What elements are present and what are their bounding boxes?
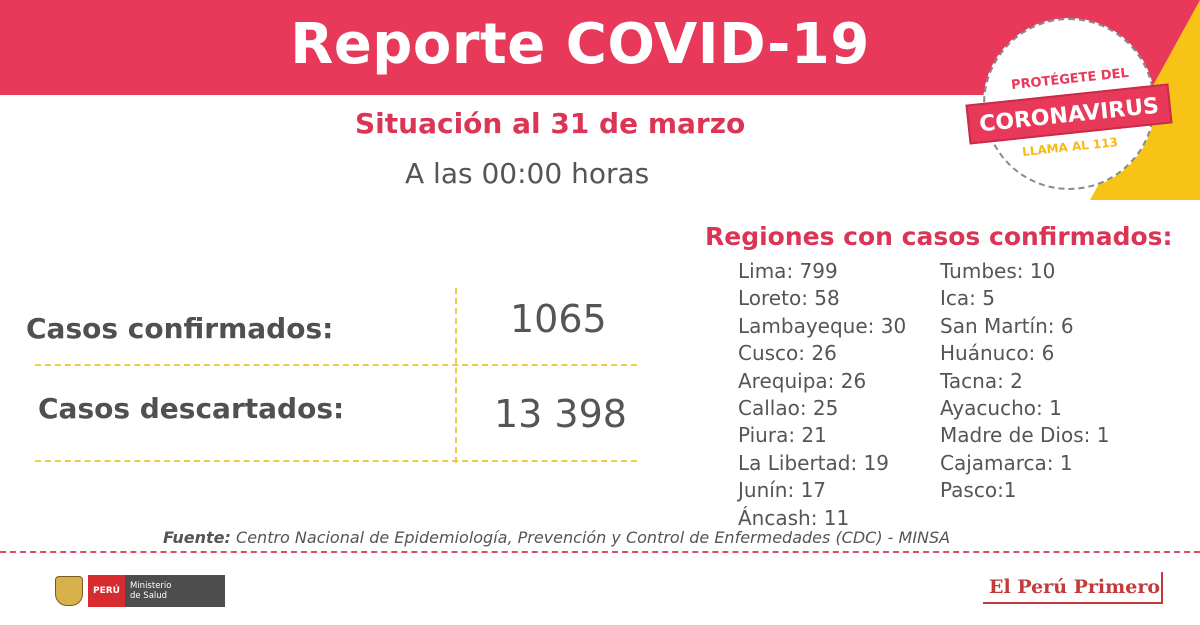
region-item: Arequipa: 26 [738,368,867,393]
region-item: Ica: 5 [940,286,995,311]
peru-crest-icon [55,576,83,606]
coronavirus-stamp: PROTÉGETE DEL CORONAVIRUS LLAMA AL 113 [965,18,1175,193]
region-item: Cajamarca: 1 [940,450,1073,475]
region-item: Ayacucho: 1 [940,395,1062,420]
regions-right-column: Tumbes: 10 Ica: 5 San Martín: 6 Huánuco:… [940,258,1109,505]
source-label: Fuente: [163,528,231,547]
peru-primero-logo: El Perú Primero [983,572,1163,604]
page-title: Reporte COVID-19 [290,12,870,77]
region-item: Huánuco: 6 [940,341,1055,366]
situation-time: A las 00:00 horas [405,157,650,190]
source-note: Fuente: Centro Nacional de Epidemiología… [163,528,950,547]
region-item: Junín: 17 [738,478,827,503]
region-item: Callao: 25 [738,395,839,420]
stats-divider-2 [35,460,637,462]
region-item: Tumbes: 10 [940,259,1056,283]
region-item: Loreto: 58 [738,286,840,311]
region-item: Tacna: 2 [940,368,1023,393]
ministry-line-2: de Salud [129,591,168,601]
source-text: Centro Nacional de Epidemiología, Preven… [236,528,951,547]
ministry-label: Ministerio de Salud [124,575,225,607]
ministry-line-1: Ministerio [129,581,172,591]
peru-label: PERÚ [88,575,125,607]
regions-title: Regiones con casos confirmados: [705,222,1173,251]
minsa-logo: PERÚ Ministerio de Salud [55,575,225,607]
situation-title: Situación al 31 de marzo [355,107,746,140]
region-item: Madre de Dios: 1 [940,423,1110,448]
footer-divider [0,551,1200,553]
discarded-value: 13 398 [494,392,627,436]
stats-vertical-divider [455,288,457,463]
regions-left-column: Lima: 799 Loreto: 58 Lambayeque: 30 Cusc… [738,258,906,532]
region-item: Lima: 799 [738,259,838,283]
region-item: Lambayeque: 30 [738,313,907,338]
confirmed-label: Casos confirmados: [26,312,334,345]
region-item: La Libertad: 19 [738,450,890,475]
stats-divider-1 [35,364,637,366]
region-item: Piura: 21 [738,423,827,448]
region-item: Áncash: 11 [738,505,850,530]
confirmed-value: 1065 [510,297,607,341]
region-item: San Martín: 6 [940,313,1074,338]
discarded-label: Casos descartados: [38,392,345,425]
region-item: Cusco: 26 [738,341,837,366]
region-item: Pasco:1 [940,478,1017,503]
